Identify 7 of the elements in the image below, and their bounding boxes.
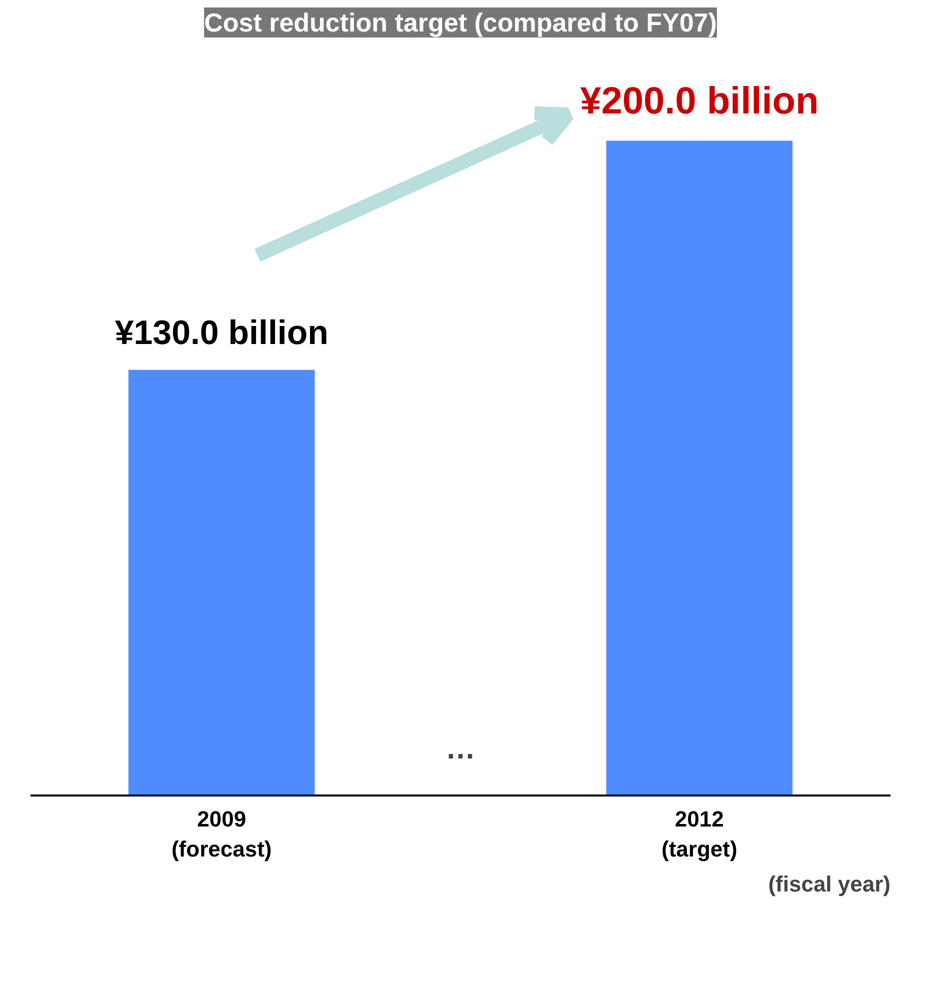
x-tick-label: 2012 (target)	[662, 806, 738, 862]
data-label: ¥130.0 billion	[114, 314, 328, 352]
data-label: ¥200.0 billion	[580, 80, 819, 123]
chart-title: Cost reduction target (compared to FY07)	[204, 8, 717, 38]
x-axis-title: (fiscal year)	[768, 872, 891, 896]
annotation: …	[446, 732, 476, 766]
x-tick-label: 2009 (forecast)	[171, 806, 272, 862]
